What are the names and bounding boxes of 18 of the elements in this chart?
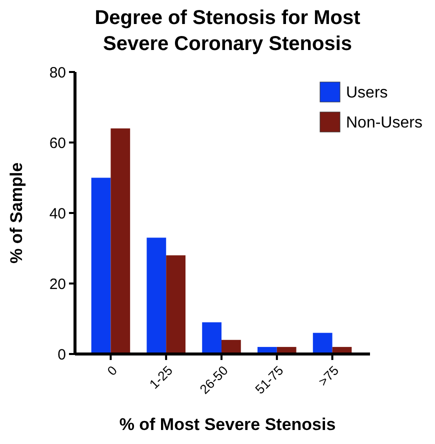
y-tick-label: 60 [49,134,66,152]
bar [110,128,130,354]
y-tick-label: 20 [49,276,66,293]
y-tick-label: 0 [58,346,66,364]
y-tick-label: 80 [49,64,66,82]
bar [91,178,111,354]
x-axis-title: % of Most Severe Stenosis [119,415,336,434]
legend-label: Users [346,84,388,102]
bar [202,322,222,354]
legend-label: Non-Users [346,114,422,132]
chart-title: Degree of Stenosis for Most Severe Coronary Stenosis [94,7,361,55]
bar [146,238,166,354]
bar [166,255,186,354]
x-tick-label: >75 [315,362,342,389]
x-tick-label: 0 [104,362,120,378]
y-axis-title: % of Sample [7,162,26,264]
bar [312,332,332,354]
y-tick-label: 40 [49,205,66,222]
